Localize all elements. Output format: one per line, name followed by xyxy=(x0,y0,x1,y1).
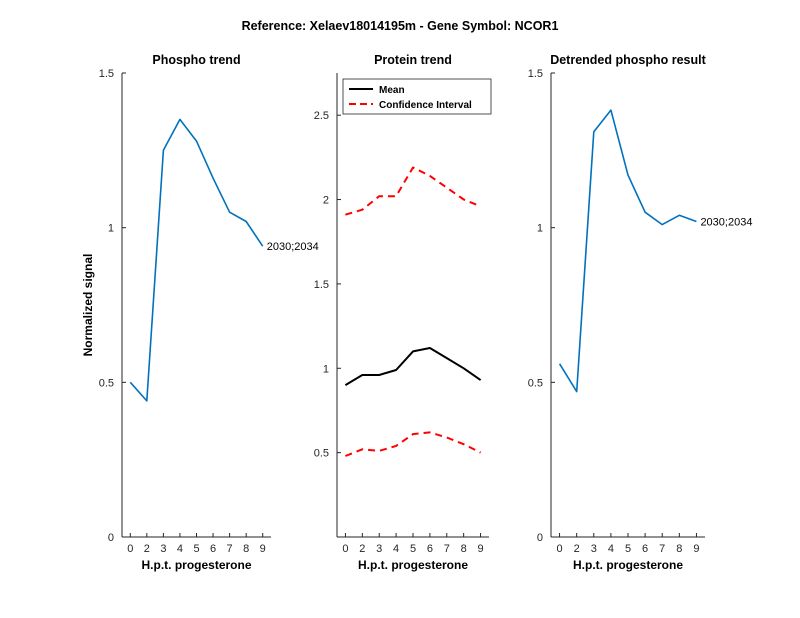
point-annotation: 2030;2034 xyxy=(267,241,319,253)
x-tick-label: 3 xyxy=(591,543,597,555)
legend-entry: Confidence Interval xyxy=(379,100,472,111)
legend: Mean Confidence Interval xyxy=(342,78,492,115)
point-annotation: 2030;2034 xyxy=(700,216,752,228)
series-line-confidence-interval-2 xyxy=(345,166,481,216)
series-line-phospho-1 xyxy=(558,109,697,393)
x-tick-label: 4 xyxy=(393,543,399,555)
x-tick-label: 8 xyxy=(243,543,249,555)
x-tick-label: 7 xyxy=(659,543,665,555)
y-axis-label: Normalized signal xyxy=(81,254,95,357)
y-tick-label: 0.5 xyxy=(99,377,114,389)
x-tick-label: 3 xyxy=(160,543,166,555)
panel-title: Phospho trend xyxy=(152,53,240,67)
x-tick-label: 9 xyxy=(260,543,266,555)
x-tick-label: 0 xyxy=(127,543,133,555)
panel-title: Detrended phospho result xyxy=(550,53,706,67)
y-tick-label: 0 xyxy=(108,532,114,544)
x-tick-label: 9 xyxy=(693,543,699,555)
x-axis-label: H.p.t. progesterone xyxy=(573,558,683,572)
x-tick-label: 5 xyxy=(410,543,416,555)
y-tick-label: 1 xyxy=(537,223,543,235)
x-tick-label: 5 xyxy=(625,543,631,555)
x-axis-label: H.p.t. progesterone xyxy=(141,558,251,572)
series-line-phospho-1 xyxy=(129,118,264,402)
y-tick-label: 1.5 xyxy=(314,279,329,291)
x-tick-label: 9 xyxy=(477,543,483,555)
figure-suptitle: Reference: Xelaev18014195m - Gene Symbol… xyxy=(242,19,559,33)
series-line-confidence-interval-3 xyxy=(345,431,482,457)
x-tick-label: 3 xyxy=(376,543,382,555)
y-tick-label: 0.5 xyxy=(314,448,329,460)
x-tick-label: 4 xyxy=(177,543,183,555)
y-tick-label: 0 xyxy=(537,532,543,544)
y-tick-label: 2 xyxy=(323,195,329,207)
y-tick-label: 2.5 xyxy=(314,110,329,122)
y-tick-label: 1 xyxy=(323,363,329,375)
x-axis-label: H.p.t. progesterone xyxy=(358,558,468,572)
x-tick-label: 8 xyxy=(461,543,467,555)
x-tick-label: 4 xyxy=(608,543,614,555)
x-tick-label: 2 xyxy=(144,543,150,555)
y-tick-label: 1.5 xyxy=(528,68,543,80)
x-tick-label: 8 xyxy=(676,543,682,555)
x-tick-label: 7 xyxy=(444,543,450,555)
x-tick-label: 6 xyxy=(427,543,433,555)
x-tick-label: 0 xyxy=(342,543,348,555)
x-tick-label: 0 xyxy=(556,543,562,555)
panel-title: Protein trend xyxy=(374,53,452,67)
x-tick-label: 2 xyxy=(574,543,580,555)
x-tick-label: 5 xyxy=(193,543,199,555)
y-tick-label: 1.5 xyxy=(99,68,114,80)
legend-box xyxy=(342,78,492,115)
x-tick-label: 6 xyxy=(642,543,648,555)
x-tick-label: 7 xyxy=(227,543,233,555)
legend-entry: Mean xyxy=(379,85,405,96)
y-tick-label: 0.5 xyxy=(528,377,543,389)
y-tick-label: 1 xyxy=(108,223,114,235)
x-tick-label: 2 xyxy=(359,543,365,555)
x-tick-label: 6 xyxy=(210,543,216,555)
series-line-mean-1 xyxy=(344,347,482,386)
